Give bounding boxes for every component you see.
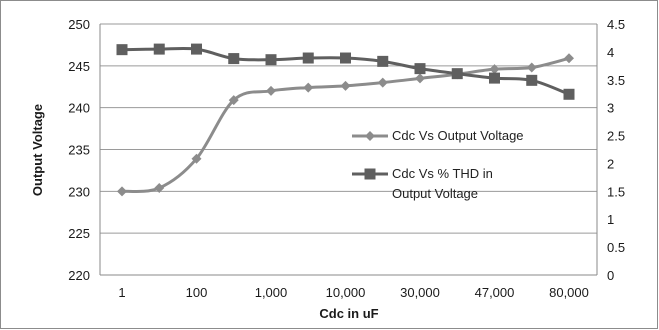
legend-label: Cdc Vs % THD in: [392, 166, 493, 181]
x-tick-label: 1: [118, 285, 125, 300]
legend-label: Cdc Vs Output Voltage: [392, 128, 524, 143]
data-point: [117, 186, 127, 197]
data-point: [340, 52, 351, 64]
series: [116, 43, 575, 197]
y-tick-label: 220: [68, 268, 90, 283]
data-point: [451, 68, 463, 80]
y2-tick-label: 4.5: [607, 17, 625, 32]
data-point: [191, 153, 202, 164]
x-axis-title: Cdc in uF: [319, 306, 378, 321]
x-tick-label: 10,000: [326, 285, 366, 300]
y-tick-label: 245: [68, 59, 90, 74]
right-axis-ticks: 0 0.5 1 1.5 2 2.5 3 3.5 4 4.5: [607, 17, 625, 283]
data-point: [228, 95, 239, 106]
y2-tick-label: 0: [607, 268, 614, 283]
data-point: [526, 74, 538, 86]
data-point: [414, 63, 426, 75]
legend-label: Output Voltage: [392, 186, 478, 201]
x-axis-ticks: 1 100 1,000 10,000 30,000 47,000 80,000: [118, 285, 589, 300]
series-1: [117, 53, 574, 197]
legend-swatch-marker: [364, 168, 376, 180]
data-point: [302, 52, 314, 64]
data-point: [228, 53, 240, 65]
legend-entry-2: Cdc Vs % THD in Output Voltage: [352, 166, 493, 201]
y-tick-label: 250: [68, 17, 90, 32]
data-point: [526, 62, 537, 73]
data-point: [564, 53, 574, 64]
x-tick-label: 47,000: [475, 285, 515, 300]
y2-tick-label: 2: [607, 156, 614, 171]
data-point: [265, 54, 277, 66]
x-tick-label: 30,000: [400, 285, 440, 300]
data-point: [340, 80, 351, 91]
y2-tick-label: 1: [607, 212, 614, 227]
data-point: [489, 64, 500, 75]
y2-tick-label: 4: [607, 45, 614, 60]
legend-swatch-marker: [365, 131, 375, 141]
data-point: [377, 55, 389, 67]
y-tick-label: 230: [68, 184, 90, 199]
data-point: [377, 77, 388, 88]
gridlines: [100, 23, 597, 234]
data-point: [191, 43, 202, 55]
x-tick-label: 1,000: [255, 285, 288, 300]
left-axis-ticks: 220 225 230 235 240 245 250: [68, 17, 90, 283]
data-point: [489, 72, 500, 84]
legend-entry-1: Cdc Vs Output Voltage: [352, 128, 524, 143]
x-tick-label: 80,000: [549, 285, 589, 300]
data-point: [116, 44, 128, 56]
y2-tick-label: 1.5: [607, 184, 625, 199]
data-point: [266, 85, 276, 96]
data-point: [153, 43, 165, 55]
y-tick-label: 225: [68, 226, 90, 241]
y2-tick-label: 3.5: [607, 73, 625, 88]
y2-tick-label: 2.5: [607, 129, 625, 144]
x-tick-label: 100: [186, 285, 208, 300]
y-tick-label: 235: [68, 143, 90, 158]
data-point: [415, 73, 425, 84]
series-2: [116, 43, 575, 100]
data-point: [563, 88, 575, 100]
y-axis-title: Output Voltage: [30, 104, 45, 196]
y2-tick-label: 3: [607, 101, 614, 116]
y2-tick-label: 0.5: [607, 240, 625, 255]
y-tick-label: 240: [68, 101, 90, 116]
data-point: [303, 82, 314, 93]
data-point: [154, 182, 165, 193]
legend: Cdc Vs Output Voltage Cdc Vs % THD in Outp…: [352, 128, 524, 201]
